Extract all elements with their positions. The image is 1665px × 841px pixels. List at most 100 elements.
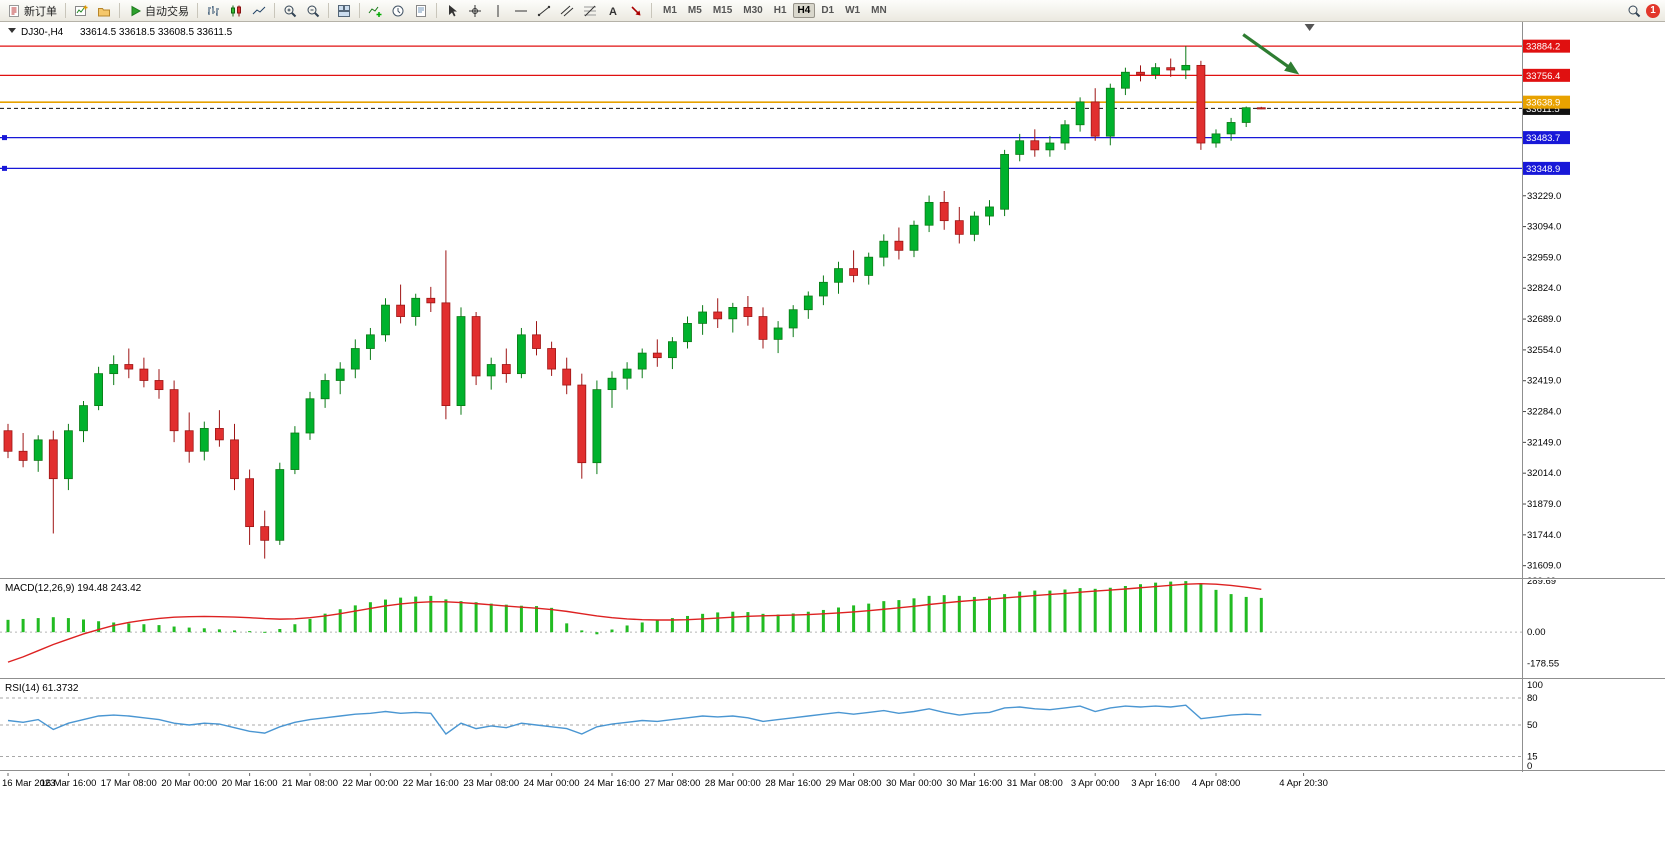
bearish-candle xyxy=(3,430,13,452)
timeframe-button-d1[interactable]: D1 xyxy=(816,3,839,18)
channel-icon xyxy=(560,5,574,16)
bullish-candle xyxy=(607,377,617,391)
time-axis-label: 3 Apr 00:00 xyxy=(1071,778,1120,789)
horizontal-line-button[interactable] xyxy=(510,1,532,20)
new-chart-button[interactable] xyxy=(70,1,92,20)
trendline-button[interactable] xyxy=(533,1,555,20)
macd-histogram-bar xyxy=(701,613,705,633)
timeframe-button-w1[interactable]: W1 xyxy=(840,3,865,18)
macd-histogram-bar xyxy=(399,597,403,633)
macd-histogram-bar xyxy=(1169,581,1173,633)
zoom-out-button[interactable] xyxy=(302,1,324,20)
support-line-2-handle[interactable] xyxy=(2,165,7,171)
bullish-candle xyxy=(33,439,43,461)
macd-histogram-bar xyxy=(36,618,40,633)
bullish-candle xyxy=(109,364,119,375)
bearish-candle xyxy=(441,302,451,407)
new-order-button[interactable]: 新订单 xyxy=(3,1,61,20)
tile-windows-button[interactable] xyxy=(333,1,355,20)
bullish-candle xyxy=(864,256,874,276)
time-axis-label: 16 Mar 16:00 xyxy=(40,778,96,789)
bullish-candle xyxy=(320,380,330,400)
bar-chart-icon xyxy=(208,5,219,16)
price-axis[interactable]: 33229.0 33094.0 32959.0 32824.0 32689.0 32554… xyxy=(1523,191,1561,572)
macd-histogram-bar xyxy=(429,595,433,633)
trend-arrow-line[interactable] xyxy=(1242,33,1297,74)
macd-histogram-bar xyxy=(912,598,916,633)
macd-histogram-bar xyxy=(142,624,146,633)
rsi-line xyxy=(7,704,1262,735)
profiles-button[interactable] xyxy=(93,1,115,20)
bullish-candle xyxy=(1075,101,1085,126)
periods-button[interactable] xyxy=(387,1,409,20)
cursor-icon xyxy=(449,4,457,16)
chart-shift-marker[interactable] xyxy=(1304,24,1315,31)
toolbar-separator xyxy=(65,3,66,18)
notification-badge[interactable]: 1 xyxy=(1646,3,1660,18)
timeframe-button-m5[interactable]: M5 xyxy=(683,3,707,18)
timeframe-button-mn[interactable]: MN xyxy=(866,3,892,18)
bearish-candle xyxy=(1166,67,1176,71)
price-axis-tick-label: 31609.0 xyxy=(1527,561,1561,572)
bearish-candle xyxy=(562,368,572,386)
candlestick-chart-button[interactable] xyxy=(225,1,247,20)
bullish-candle xyxy=(275,469,285,541)
macd-histogram-bar xyxy=(670,618,674,633)
macd-histogram-bar xyxy=(1108,587,1112,633)
indicators-button[interactable] xyxy=(364,1,386,20)
time-axis-label: 22 Mar 00:00 xyxy=(342,778,398,789)
macd-histogram-bar xyxy=(655,620,659,633)
time-axis-label: 17 Mar 08:00 xyxy=(101,778,157,789)
vertical-line-button[interactable] xyxy=(487,1,509,20)
cursor-button[interactable] xyxy=(441,1,463,20)
annotations-layer[interactable] xyxy=(1242,24,1315,75)
horizontal-lines-layer[interactable] xyxy=(0,45,1522,171)
crosshair-button[interactable] xyxy=(464,1,486,20)
trend-arrow-head[interactable] xyxy=(1284,61,1300,75)
line-chart-button[interactable] xyxy=(248,1,270,20)
macd-histogram-bar xyxy=(1244,596,1248,633)
bullish-candle xyxy=(94,373,103,407)
timeframe-button-m15[interactable]: M15 xyxy=(708,3,737,18)
bullish-candle xyxy=(1181,64,1191,71)
bearish-candle xyxy=(426,297,436,304)
resistance-line-1-price-tag xyxy=(1523,39,1570,53)
macd-histogram-bar xyxy=(821,609,825,633)
arrows-tool-button[interactable] xyxy=(625,1,647,20)
macd-histogram-bar xyxy=(1048,590,1052,633)
macd-histogram-bar xyxy=(233,630,236,633)
templates-button[interactable] xyxy=(410,1,432,20)
fibonacci-button[interactable] xyxy=(579,1,601,20)
bullish-candle xyxy=(1151,67,1160,75)
macd-histogram-bar xyxy=(112,622,116,633)
timeframe-switcher: M1 M5 M15 M30 H1 H4 D1 W1 MN xyxy=(658,3,892,18)
pane-separators[interactable] xyxy=(0,22,1665,772)
macd-axis-label: 0.00 xyxy=(1527,627,1546,638)
autotrading-button[interactable]: 自动交易 xyxy=(124,1,193,20)
macd-histogram-bar xyxy=(1063,589,1067,633)
time-axis-label: 28 Mar 16:00 xyxy=(765,778,821,789)
macd-histogram-bar xyxy=(852,605,856,633)
bearish-candle xyxy=(124,364,134,370)
timeframe-button-m30[interactable]: M30 xyxy=(738,3,767,18)
bullish-candle xyxy=(924,201,934,226)
support-line-2-price-tag xyxy=(1523,161,1570,175)
macd-histogram-bar xyxy=(1214,589,1218,633)
zoom-in-button[interactable] xyxy=(279,1,301,20)
bullish-candle xyxy=(1211,133,1221,144)
macd-signal-line xyxy=(7,583,1262,663)
timeframe-button-m1[interactable]: M1 xyxy=(658,3,682,18)
bar-chart-button[interactable] xyxy=(202,1,224,20)
chart-canvas[interactable]: 289.69 0.00 -178.55 100 80 50 150 33229.0 3309… xyxy=(0,22,1665,841)
text-tool-button[interactable]: A xyxy=(602,1,624,20)
timeframe-button-h4[interactable]: H4 xyxy=(792,3,816,18)
channel-button[interactable] xyxy=(556,1,578,20)
symbol-dropdown-icon[interactable] xyxy=(8,28,16,33)
timeframe-button-h1[interactable]: H1 xyxy=(769,3,792,18)
macd-histogram-bar xyxy=(1003,594,1007,633)
search-button[interactable] xyxy=(1623,1,1645,20)
support-line-1-handle[interactable] xyxy=(2,135,7,141)
new-order-icon xyxy=(9,4,19,17)
